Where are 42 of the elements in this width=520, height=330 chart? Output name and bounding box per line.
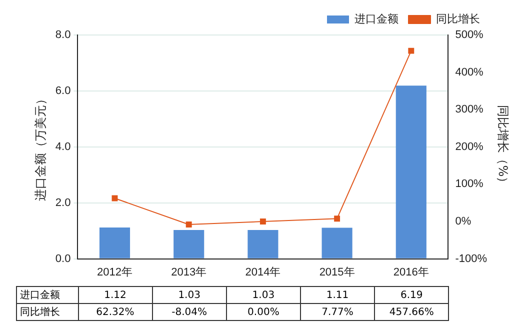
x-tick-label: 2013年 <box>171 266 207 278</box>
x-tick-label: 2014年 <box>245 266 281 278</box>
data-label: -8.04% <box>152 303 227 321</box>
bar <box>322 228 352 258</box>
y-tick-label: 6.0 <box>55 84 71 97</box>
legend-label: 进口金额 <box>354 12 398 26</box>
x-tick-label: 2016年 <box>393 266 429 278</box>
y2-tick-label: 100% <box>455 178 484 190</box>
y-tick-label: 2.0 <box>55 196 71 209</box>
point <box>186 222 192 228</box>
data-label: 457.66% <box>374 303 450 321</box>
data-label: 0.00% <box>226 303 301 321</box>
point <box>334 216 340 222</box>
data-label: 7.77% <box>300 303 376 321</box>
bar <box>248 230 278 258</box>
y2-tick-label: 200% <box>455 140 484 153</box>
y2-tick-label: 300% <box>455 104 484 116</box>
text: 同比增长 <box>20 307 60 318</box>
data-label: 1.03 <box>226 286 301 304</box>
y2-tick-label: 500% <box>455 29 484 42</box>
y-tick-label: 4.0 <box>55 140 71 153</box>
data-label: 1.11 <box>300 286 376 304</box>
data-label: 62.32% <box>78 303 153 321</box>
y2-tick-label: 400% <box>455 66 484 78</box>
y-tick-label: 8.0 <box>55 29 71 42</box>
y2-tick-label: -100% <box>455 252 488 265</box>
bar <box>99 227 130 258</box>
data-label: 6.19 <box>374 286 450 304</box>
x-tick-label: 2015年 <box>319 266 355 278</box>
data-label: 1.03 <box>152 286 227 304</box>
bar <box>396 86 426 258</box>
y-axis-title: 进口金额（万美元） <box>34 92 48 201</box>
y2-tick-label: 0% <box>455 216 472 228</box>
y2-axis-title: 同比增长（%） <box>496 105 510 189</box>
bar <box>174 230 204 258</box>
point <box>260 218 266 224</box>
x-tick-label: 2012年 <box>97 266 132 278</box>
data-label: 1.12 <box>78 286 153 304</box>
legend-label: 同比增长 <box>436 12 480 26</box>
text: 进口金额 <box>20 290 60 301</box>
y-tick-label: 0.0 <box>55 252 71 265</box>
point <box>408 48 414 54</box>
